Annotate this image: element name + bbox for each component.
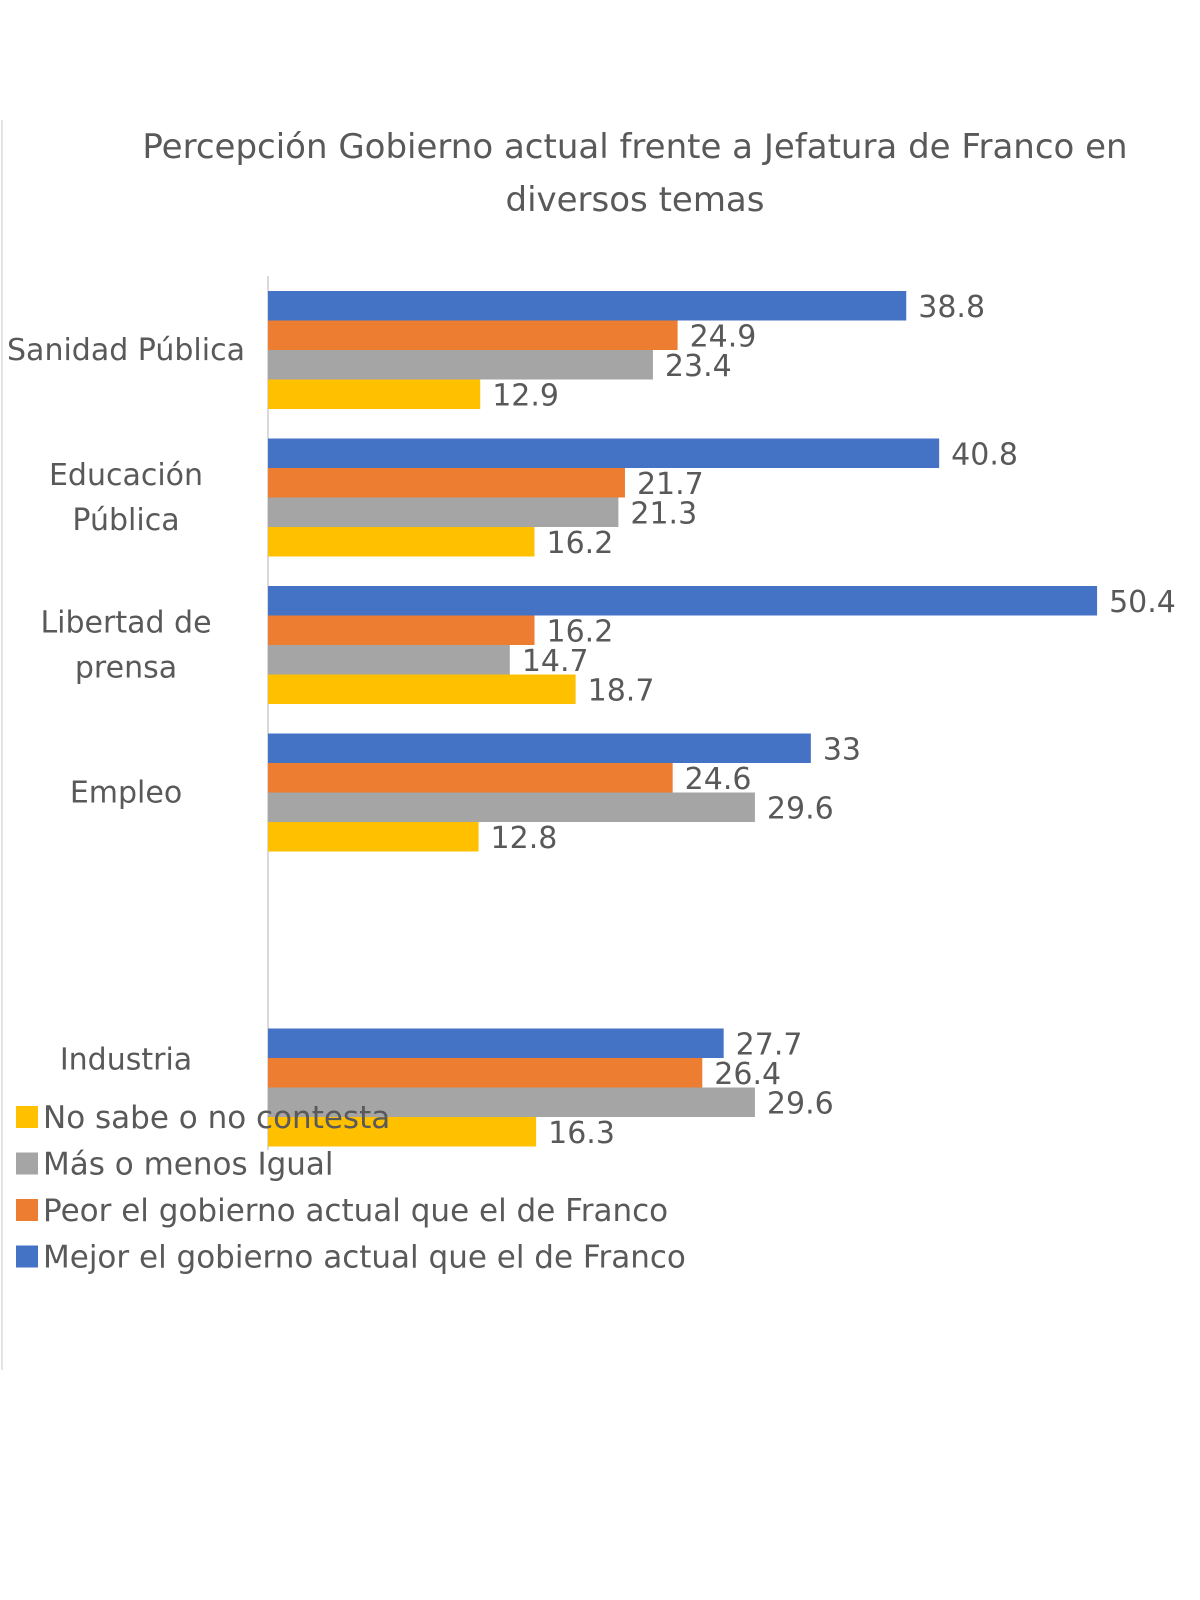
- value-label: 24.6: [685, 762, 752, 797]
- value-label: 33: [823, 732, 861, 767]
- category-label: prensa: [75, 651, 177, 686]
- value-label: 18.7: [588, 673, 655, 708]
- bar: [268, 438, 940, 468]
- category-label: Industria: [60, 1043, 192, 1078]
- value-label: 27.7: [736, 1027, 803, 1062]
- value-label: 12.8: [491, 821, 558, 856]
- value-label: 40.8: [951, 437, 1018, 472]
- value-label: 29.6: [767, 791, 834, 826]
- legend-label: Más o menos Igual: [43, 1147, 334, 1183]
- value-label: 12.9: [492, 378, 559, 413]
- value-label: 50.4: [1109, 585, 1176, 620]
- category-labels: Sanidad Pública Educación Pública Libertad …: [7, 333, 245, 1078]
- bar: [268, 468, 625, 498]
- bar: [268, 763, 673, 793]
- value-label: 16.3: [548, 1116, 615, 1151]
- legend-label: Peor el gobierno actual que el de Franco: [43, 1193, 668, 1229]
- category-label: Pública: [72, 503, 179, 538]
- bar: [268, 350, 653, 380]
- bar: [268, 1087, 755, 1117]
- value-label: 16.2: [546, 614, 613, 649]
- legend-swatch: [16, 1245, 38, 1268]
- value-label: 26.4: [714, 1057, 781, 1092]
- bar: [268, 586, 1098, 616]
- bar: [268, 822, 479, 852]
- value-labels: 38.8 24.923.4 12.9 40.8 21.721.3 16.2 50.4 16.2…: [491, 290, 1176, 1151]
- bar: [268, 645, 510, 675]
- legend-swatch: [16, 1152, 38, 1175]
- category-label: Educación: [49, 458, 203, 493]
- bar: [268, 497, 619, 527]
- value-label: 38.8: [918, 290, 985, 325]
- bar: [268, 674, 576, 704]
- bars: [268, 291, 1098, 1147]
- legend-label: Mejor el gobierno actual que el de Franc…: [43, 1240, 686, 1276]
- legend: No sabe o no contesta Más o menos Igual Pe…: [16, 1100, 686, 1276]
- value-label: 16.2: [546, 526, 613, 561]
- legend-swatch: [16, 1106, 38, 1128]
- chart-title-line: Percepción Gobierno actual frente a Jefa…: [142, 127, 1127, 167]
- chart-title: Percepción Gobierno actual frente a Jefa…: [142, 127, 1127, 220]
- bar: [268, 379, 481, 409]
- value-label: 24.9: [690, 319, 757, 354]
- bar: [268, 733, 811, 763]
- bar: [268, 527, 535, 557]
- bar: [268, 1028, 724, 1058]
- bar: [268, 792, 755, 822]
- chart-title-line: diversos temas: [505, 180, 764, 220]
- bar: [268, 1117, 537, 1147]
- bar: [268, 320, 678, 350]
- bar: [268, 291, 907, 321]
- legend-swatch: [16, 1199, 38, 1221]
- bar: [268, 615, 535, 645]
- category-label: Sanidad Pública: [7, 333, 245, 368]
- category-label: Libertad de: [40, 606, 211, 641]
- category-label: Empleo: [70, 776, 182, 811]
- bar: [268, 1058, 703, 1088]
- value-label: 23.4: [665, 349, 732, 384]
- value-label: 21.3: [630, 496, 697, 531]
- value-label: 21.7: [637, 467, 704, 502]
- value-label: 14.7: [522, 644, 589, 679]
- value-label: 29.6: [767, 1086, 834, 1121]
- legend-label: No sabe o no contesta: [43, 1100, 390, 1136]
